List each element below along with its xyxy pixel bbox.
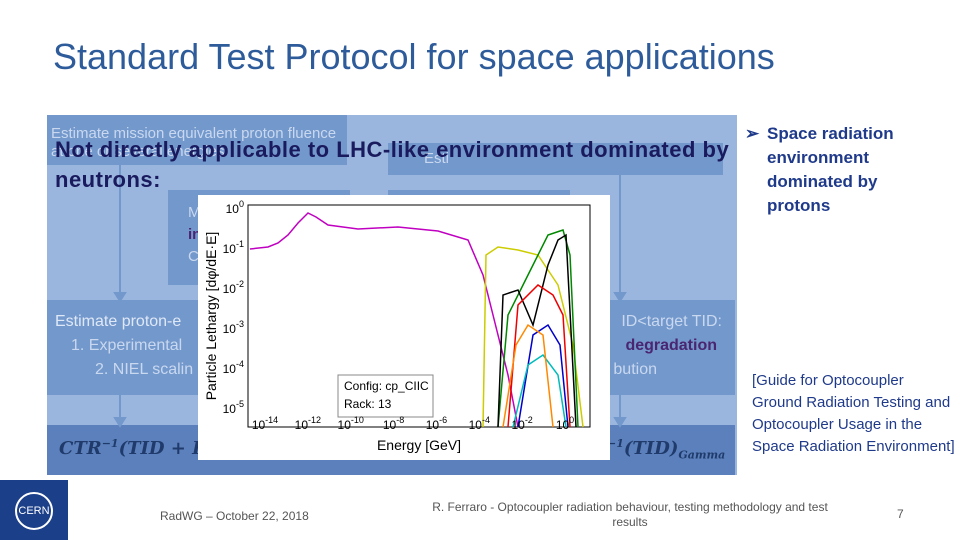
box-text: Esti bbox=[424, 150, 450, 167]
plot-frame bbox=[247, 204, 591, 428]
tick-label: 100 bbox=[226, 199, 244, 216]
tick-label: 10-4 bbox=[223, 359, 244, 376]
logo-text: CERN bbox=[15, 492, 53, 530]
tick-exp: -4 bbox=[236, 359, 244, 369]
formula-part: Gamma bbox=[678, 448, 726, 462]
formula: CTR−1(TID + D bbox=[59, 437, 208, 459]
formula-part: (TID + D bbox=[118, 438, 208, 459]
tick-label: 10-10 bbox=[338, 415, 364, 432]
box-text: 1. Experimental bbox=[71, 337, 183, 354]
bullet-text: Space radiation environment dominated by… bbox=[767, 124, 894, 215]
tick-exp: -2 bbox=[236, 279, 244, 289]
tick-exp: -4 bbox=[482, 415, 490, 425]
box-text: Estimate mission equivalent proton fluen… bbox=[51, 125, 337, 160]
formula-part: −1 bbox=[101, 437, 119, 450]
tick-base: 10 bbox=[338, 418, 352, 432]
tick-label: 10-14 bbox=[252, 415, 278, 432]
tick-exp: -12 bbox=[308, 415, 321, 425]
tick-exp: -3 bbox=[236, 319, 244, 329]
tick-base: 10 bbox=[223, 242, 237, 256]
legend-text: Config: cp_CIIC bbox=[344, 379, 429, 393]
formula-part: (TID) bbox=[623, 438, 679, 459]
tick-exp: -14 bbox=[265, 415, 278, 425]
tick-exp: -2 bbox=[525, 415, 533, 425]
box-text: degradation bbox=[625, 337, 717, 354]
tick-base: 10 bbox=[469, 418, 483, 432]
tick-label: 10-1 bbox=[223, 239, 244, 256]
box-text: Estimate proton-e bbox=[55, 313, 182, 330]
tick-exp: -10 bbox=[351, 415, 364, 425]
tick-base: 10 bbox=[252, 418, 266, 432]
tick-label: 10-4 bbox=[469, 415, 490, 432]
tick-exp: -6 bbox=[439, 415, 447, 425]
formula-part: −1 bbox=[607, 437, 624, 450]
footer-author: R. Ferraro - Optocoupler radiation behav… bbox=[432, 500, 828, 529]
box-text: bution bbox=[613, 361, 657, 378]
tick-base: 10 bbox=[223, 322, 237, 336]
tick-exp: -1 bbox=[236, 239, 244, 249]
tick-base: 10 bbox=[223, 402, 237, 416]
x-axis-label: Energy [GeV] bbox=[377, 437, 461, 453]
tick-base: 10 bbox=[426, 418, 440, 432]
y-axis-label: Particle Lethargy [dφ/dE·E] bbox=[203, 232, 219, 401]
bullet: ➢ Space radiation environment dominated b… bbox=[745, 122, 945, 218]
tick-base: 10 bbox=[223, 362, 237, 376]
page-number: 7 bbox=[897, 507, 904, 521]
tick-exp: -5 bbox=[236, 399, 244, 409]
tick-base: 10 bbox=[295, 418, 309, 432]
box-text: M bbox=[188, 204, 201, 221]
slide-title: Standard Test Protocol for space applica… bbox=[53, 36, 775, 77]
tick-base: 10 bbox=[556, 418, 570, 432]
tick-exp: -8 bbox=[396, 415, 404, 425]
flow-box: Estimate mission equivalent proton fluen… bbox=[47, 115, 347, 165]
tick-label: 10-2 bbox=[223, 279, 244, 296]
footer-event: RadWG – October 22, 2018 bbox=[160, 509, 309, 523]
citation: [Guide for Optocoupler Ground Radiation … bbox=[752, 372, 955, 455]
tick-base: 10 bbox=[511, 418, 525, 432]
tick-label: 10-2 bbox=[511, 415, 532, 432]
formula-part: CTR bbox=[59, 438, 102, 459]
spectrum-plot: Config: cp_CIIC Rack: 13 Energy [GeV] Pa… bbox=[198, 195, 610, 460]
legend-text: Rack: 13 bbox=[344, 397, 392, 411]
legend bbox=[337, 374, 434, 418]
tick-label: 10-5 bbox=[223, 399, 244, 416]
overlay-note: Not directly applicable to LHC-like envi… bbox=[55, 137, 730, 192]
tick-label: 10-12 bbox=[295, 415, 321, 432]
tick-exp: 0 bbox=[239, 199, 244, 209]
tick-base: 10 bbox=[226, 202, 240, 216]
box-text: 2. NIEL scalin bbox=[95, 361, 194, 378]
tick-base: 10 bbox=[223, 282, 237, 296]
tick-exp: 0 bbox=[569, 415, 574, 425]
flow-box: Esti bbox=[388, 143, 723, 175]
tick-label: 10-3 bbox=[223, 319, 244, 336]
box-text: ID<target TID: bbox=[621, 313, 722, 330]
formula: −1(TID)Gamma bbox=[607, 437, 725, 462]
curves bbox=[249, 212, 584, 428]
bullet-icon: ➢ bbox=[745, 124, 760, 143]
tick-label: 100 bbox=[556, 415, 574, 432]
footer-logo: CERN bbox=[0, 480, 68, 540]
tick-label: 10-8 bbox=[383, 415, 404, 432]
tick-label: 10-6 bbox=[426, 415, 447, 432]
tick-base: 10 bbox=[383, 418, 397, 432]
